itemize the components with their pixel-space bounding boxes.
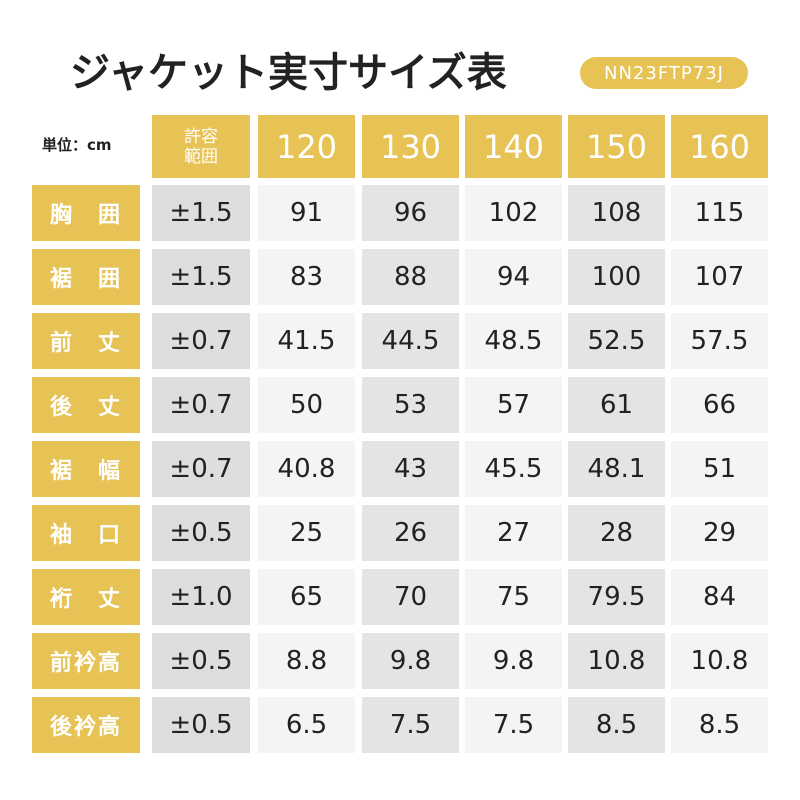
- value: 44.5: [362, 313, 459, 369]
- value: 107: [671, 249, 768, 305]
- value: 48.5: [465, 313, 562, 369]
- value: 53: [362, 377, 459, 433]
- value: 100: [568, 249, 665, 305]
- value: 51: [671, 441, 768, 497]
- header-line: 許容: [184, 126, 218, 147]
- row-label: 後 丈: [32, 377, 140, 433]
- value: 45.5: [465, 441, 562, 497]
- value: 6.5: [258, 697, 355, 753]
- row-label: 裾 囲: [32, 249, 140, 305]
- tolerance: ±0.7: [152, 313, 250, 369]
- value: 7.5: [362, 697, 459, 753]
- value: 9.8: [465, 633, 562, 689]
- size-header: 160: [671, 115, 768, 178]
- size-header: 120: [258, 115, 355, 178]
- size-header: 140: [465, 115, 562, 178]
- value: 79.5: [568, 569, 665, 625]
- value: 96: [362, 185, 459, 241]
- tolerance: ±0.5: [152, 697, 250, 753]
- header-line: 範囲: [184, 146, 218, 167]
- unit: 単位：cm: [42, 136, 112, 154]
- row-label: 前 丈: [32, 313, 140, 369]
- tolerance: ±0.5: [152, 505, 250, 561]
- value: 7.5: [465, 697, 562, 753]
- value: 57.5: [671, 313, 768, 369]
- row-label: 後衿高: [32, 697, 140, 753]
- value: 83: [258, 249, 355, 305]
- tolerance: ±1.5: [152, 249, 250, 305]
- value: 88: [362, 249, 459, 305]
- value: 115: [671, 185, 768, 241]
- value: 28: [568, 505, 665, 561]
- value: 26: [362, 505, 459, 561]
- row-label: 袖 口: [32, 505, 140, 561]
- title: ジャケット実寸サイズ表: [70, 50, 507, 96]
- tolerance: ±0.5: [152, 633, 250, 689]
- value: 84: [671, 569, 768, 625]
- value: 43: [362, 441, 459, 497]
- value: 66: [671, 377, 768, 433]
- value: 8.8: [258, 633, 355, 689]
- row-label: 裾 幅: [32, 441, 140, 497]
- row-label: 前衿高: [32, 633, 140, 689]
- size-header: 130: [362, 115, 459, 178]
- value: 50: [258, 377, 355, 433]
- value: 57: [465, 377, 562, 433]
- row-label: 裄 丈: [32, 569, 140, 625]
- value: 52.5: [568, 313, 665, 369]
- tolerance: ±0.7: [152, 441, 250, 497]
- value: 94: [465, 249, 562, 305]
- tolerance: ±1.0: [152, 569, 250, 625]
- value: 9.8: [362, 633, 459, 689]
- value: 25: [258, 505, 355, 561]
- size-header: 150: [568, 115, 665, 178]
- row-label: 胸 囲: [32, 185, 140, 241]
- value: 108: [568, 185, 665, 241]
- value: 10.8: [568, 633, 665, 689]
- value: 70: [362, 569, 459, 625]
- value: 27: [465, 505, 562, 561]
- value: 8.5: [671, 697, 768, 753]
- tolerance: ±0.7: [152, 377, 250, 433]
- tolerance: ±1.5: [152, 185, 250, 241]
- value: 41.5: [258, 313, 355, 369]
- value: 29: [671, 505, 768, 561]
- value: 10.8: [671, 633, 768, 689]
- value: 40.8: [258, 441, 355, 497]
- value: 8.5: [568, 697, 665, 753]
- value: 48.1: [568, 441, 665, 497]
- value: 65: [258, 569, 355, 625]
- value: 75: [465, 569, 562, 625]
- tolerance-header: 許容 範囲: [152, 115, 250, 178]
- value: 61: [568, 377, 665, 433]
- value: 102: [465, 185, 562, 241]
- product-code: NN23FTP73J: [580, 57, 748, 89]
- value: 91: [258, 185, 355, 241]
